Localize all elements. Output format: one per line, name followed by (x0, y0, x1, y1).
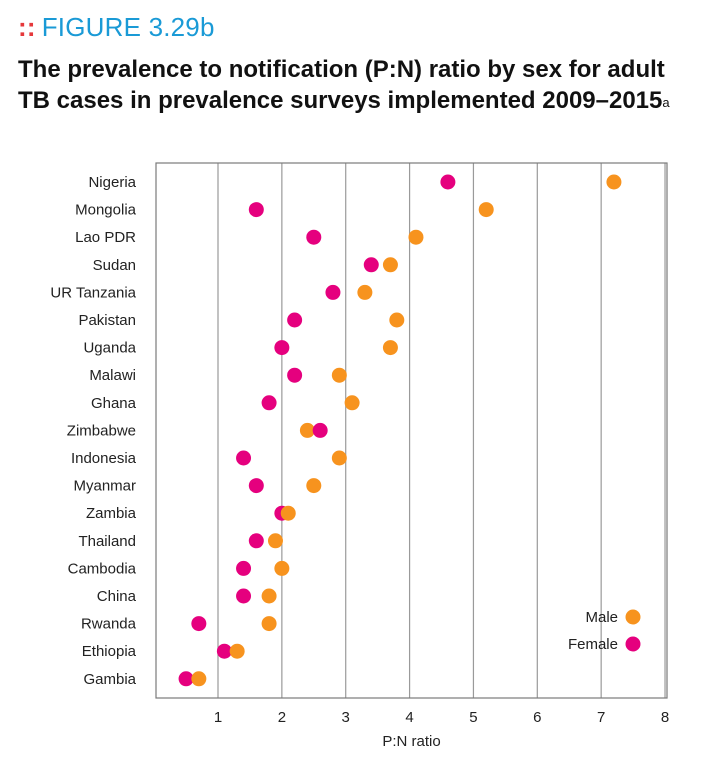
country-label: Thailand (78, 533, 136, 550)
country-label: China (97, 588, 137, 605)
female-point (306, 229, 322, 245)
x-tick-label: 2 (278, 709, 286, 726)
country-label: Cambodia (68, 560, 137, 577)
chart-title: The prevalence to notification (P:N) rat… (18, 54, 688, 116)
male-point (261, 616, 277, 632)
x-tick-label: 4 (405, 709, 413, 726)
male-point (606, 174, 622, 190)
country-label: Mongolia (75, 202, 137, 219)
plot-frame (155, 162, 668, 699)
country-label: Gambia (83, 671, 136, 688)
country-label: Rwanda (81, 616, 137, 633)
country-labels: Nigeria Mongolia Lao PDR Sudan UR Tanzania Pa… (50, 174, 136, 688)
female-point (236, 450, 252, 466)
male-point (280, 505, 296, 521)
male-point (389, 312, 405, 328)
legend: Male Female (568, 609, 641, 653)
country-label: Pakistan (78, 312, 136, 329)
male-point (261, 588, 277, 604)
country-label: Nigeria (88, 174, 136, 191)
legend-label: Female (568, 636, 618, 653)
female-point (363, 257, 379, 273)
female-point (248, 533, 264, 549)
female-point (261, 395, 277, 411)
x-tick-label: 5 (469, 709, 477, 726)
male-point (408, 229, 424, 245)
country-label: Malawi (89, 367, 136, 384)
female-point (178, 671, 194, 687)
female-point (236, 560, 252, 576)
country-label: UR Tanzania (50, 284, 136, 301)
gridlines (217, 163, 666, 698)
figure-marker: :: (18, 12, 36, 42)
male-point (478, 202, 494, 218)
female-point (287, 367, 303, 383)
female-point (325, 284, 341, 300)
male-point (331, 367, 347, 383)
country-label: Ghana (91, 395, 137, 412)
male-point (306, 478, 322, 494)
x-tick-labels: 1 2 3 4 5 6 7 8 (214, 709, 669, 726)
country-label: Myanmar (73, 478, 136, 495)
country-label: Zimbabwe (67, 422, 136, 439)
country-label: Zambia (86, 505, 137, 522)
x-tick-label: 7 (597, 709, 605, 726)
male-point (382, 340, 398, 356)
country-label: Indonesia (71, 450, 137, 467)
male-point (229, 643, 245, 659)
female-point (287, 312, 303, 328)
female-point (191, 616, 207, 632)
country-label: Uganda (83, 340, 136, 357)
female-point (248, 202, 264, 218)
female-point (312, 422, 328, 438)
country-label: Sudan (93, 257, 136, 274)
male-point (267, 533, 283, 549)
male-point (299, 422, 315, 438)
figure-label: :: FIGURE 3.29b (18, 12, 215, 43)
x-tick-label: 3 (342, 709, 350, 726)
title-footnote: a (662, 95, 670, 110)
male-point (331, 450, 347, 466)
x-tick-label: 6 (533, 709, 541, 726)
male-point (382, 257, 398, 273)
x-axis-title: P:N ratio (382, 733, 440, 750)
x-tick-label: 1 (214, 709, 222, 726)
x-tick-label: 8 (661, 709, 669, 726)
legend-swatch (625, 636, 641, 652)
male-point (191, 671, 207, 687)
female-point (236, 588, 252, 604)
country-label: Lao PDR (75, 229, 136, 246)
female-point (216, 643, 232, 659)
male-point (274, 560, 290, 576)
data-points (178, 174, 622, 687)
female-point (274, 340, 290, 356)
male-point (344, 395, 360, 411)
figure-number: FIGURE 3.29b (41, 12, 215, 42)
legend-label: Male (585, 609, 618, 626)
female-point (248, 478, 264, 494)
country-label: Ethiopia (82, 643, 137, 660)
female-point (440, 174, 456, 190)
male-point (357, 284, 373, 300)
legend-swatch (625, 609, 641, 625)
chart-title-text: The prevalence to notification (P:N) rat… (18, 56, 665, 114)
